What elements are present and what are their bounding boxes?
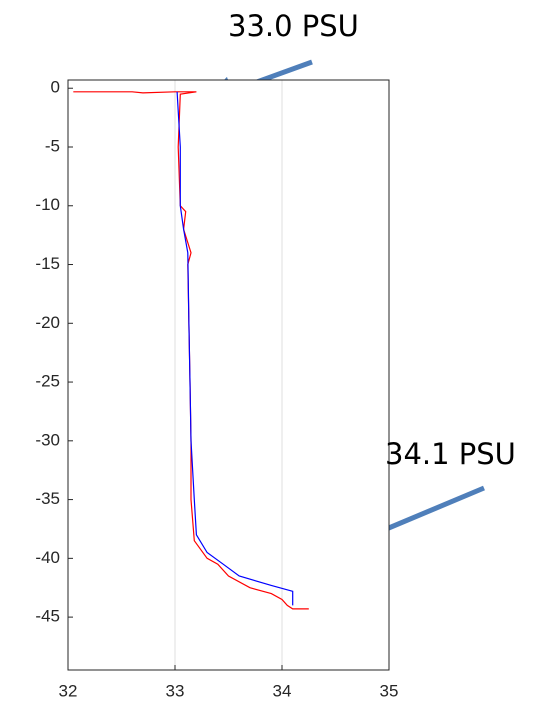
y-tick-label: 0 xyxy=(51,78,60,97)
x-tick-label: 35 xyxy=(380,681,399,700)
y-tick-label: -25 xyxy=(35,372,60,391)
y-tick-label: -30 xyxy=(35,430,60,449)
x-tick-label: 32 xyxy=(59,681,78,700)
annotation: 34.1 PSU xyxy=(385,437,516,471)
y-tick-label: -10 xyxy=(35,195,60,214)
line xyxy=(176,91,294,606)
plot-area xyxy=(68,80,389,670)
y-tick-label: -40 xyxy=(35,548,60,567)
annotation: 33.0 PSU xyxy=(228,9,359,43)
x-tick-label: 33 xyxy=(166,681,185,700)
y-tick-label: -35 xyxy=(35,489,60,508)
x-tick-label: 34 xyxy=(273,681,292,700)
y-tick-label: -20 xyxy=(35,313,60,332)
y-tick-label: -5 xyxy=(45,136,60,155)
axes-box xyxy=(67,79,390,671)
y-tick-label: -15 xyxy=(35,254,60,273)
y-tick-label: -45 xyxy=(35,607,60,626)
